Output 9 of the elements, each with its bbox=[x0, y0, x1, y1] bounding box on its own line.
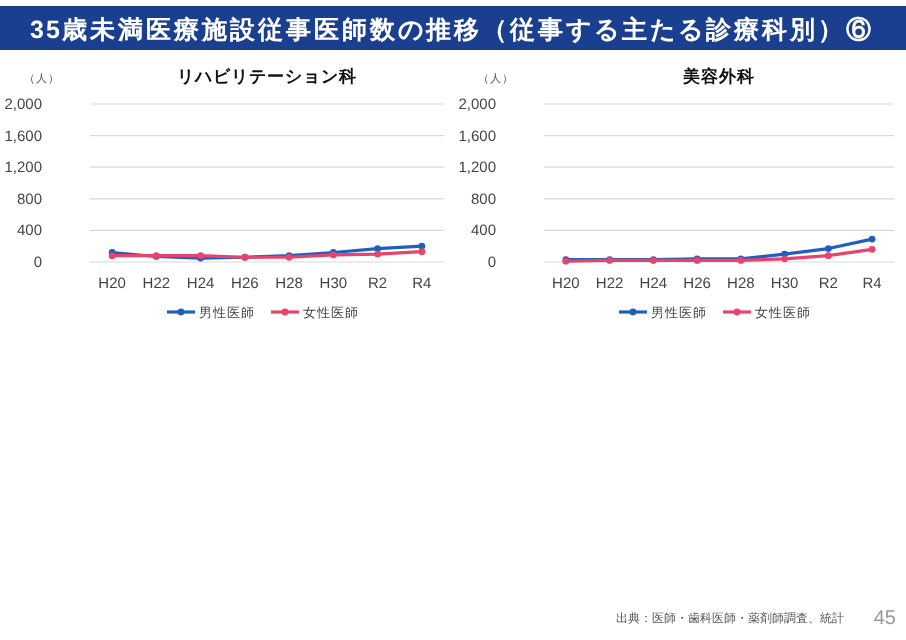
text: 45 bbox=[873, 608, 897, 630]
text: 35歳未満医療施設従事医師数の推移（従事する主たる診療科別）⑥ bbox=[30, 14, 874, 44]
point bbox=[868, 235, 876, 243]
chart-title: リハビリテーション科 bbox=[177, 66, 357, 86]
point bbox=[824, 245, 832, 252]
point bbox=[868, 245, 876, 253]
chart-title: 美容外科 bbox=[681, 66, 755, 86]
point bbox=[824, 252, 832, 260]
point bbox=[781, 255, 789, 263]
